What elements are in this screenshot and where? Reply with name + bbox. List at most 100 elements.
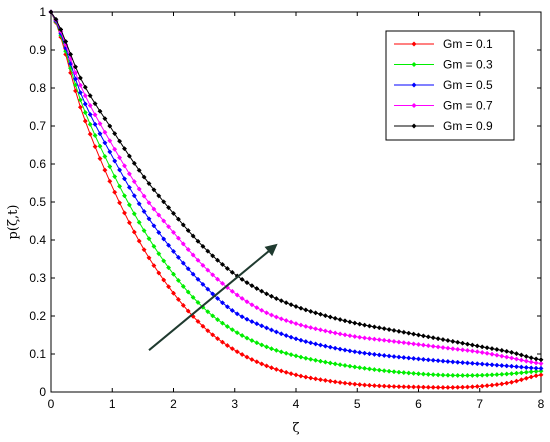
data-point [415,341,422,348]
data-point [219,261,226,268]
data-point [317,377,324,383]
data-point [92,101,98,107]
data-point [151,243,157,249]
data-point [72,76,79,82]
data-point [77,82,83,88]
data-point [87,93,93,99]
data-point [131,160,137,166]
y-tick-label: 0.1 [29,347,46,361]
data-point [288,334,294,340]
data-point [533,356,539,362]
data-point [161,218,167,224]
data-point [357,349,363,356]
data-point [523,369,529,375]
data-point [352,320,358,326]
data-point [415,356,422,362]
data-point [170,290,177,296]
data-point [337,362,343,368]
data-point [411,384,417,390]
data-point [180,260,186,266]
data-point [273,314,279,320]
data-point [528,374,534,380]
data-point [533,368,539,374]
data-point [440,372,446,378]
data-point [234,292,240,298]
annotation-arrow [148,248,273,351]
data-point [136,186,142,192]
data-point [327,329,333,335]
data-point [455,372,461,378]
data-point [342,332,348,338]
data-point [460,360,466,366]
data-point [121,210,128,216]
data-point [401,340,407,346]
legend: Gm = 0.1 Gm = 0.3 Gm = 0.5 Gm = 0.7 Gm = 0.9 [385,30,515,141]
data-point [234,311,240,317]
data-point [298,305,304,311]
data-point [293,336,299,342]
data-point [445,358,451,365]
data-point [229,327,235,333]
data-point [210,253,216,259]
data-point [533,360,539,366]
data-point [298,354,304,360]
data-point [77,104,83,110]
data-point [126,202,132,208]
data-point [342,318,348,324]
data-point [107,164,113,170]
data-point [234,330,240,336]
data-point [244,299,250,305]
data-point [249,319,255,325]
x-tick-label: 7 [476,397,483,411]
data-point [87,111,93,118]
data-point [259,361,265,367]
data-point [278,316,284,322]
data-point [82,109,88,116]
data-point [308,340,314,346]
series-Gm-0.9 [48,9,544,363]
data-point [415,384,422,390]
data-point [166,242,172,248]
data-point [523,358,529,364]
data-point [381,352,387,359]
data-point [474,361,480,367]
data-point [509,355,515,361]
data-point [435,358,441,364]
x-tick-label: 2 [170,397,177,411]
legend-item: Gm = 0.9 [394,119,493,133]
data-point [141,247,147,253]
data-point [415,332,422,338]
data-point [161,258,167,264]
x-tick-label: 4 [293,397,300,411]
data-point [244,316,250,322]
data-point [215,317,221,323]
data-point [102,153,108,160]
data-point [445,345,451,351]
data-point [362,350,368,356]
data-point [268,346,275,352]
data-point [464,384,471,390]
data-point [509,349,515,355]
data-point [82,118,88,124]
data-point [313,326,319,332]
data-point [430,335,436,341]
data-point [411,370,417,376]
data-point [391,369,397,375]
data-point [268,293,275,299]
data-point [396,354,402,360]
data-point [131,193,137,199]
data-point [219,320,226,326]
x-tick-label: 1 [109,397,116,411]
data-point [518,352,524,358]
data-point [513,364,520,370]
data-point [215,257,221,263]
data-point [464,372,471,379]
data-point [445,384,451,391]
y-tick-label: 0.8 [29,81,46,95]
data-point [337,331,343,337]
data-point [210,313,216,319]
data-point [362,322,368,328]
data-point [102,140,108,146]
data-point [117,200,123,206]
data-point [190,294,196,300]
